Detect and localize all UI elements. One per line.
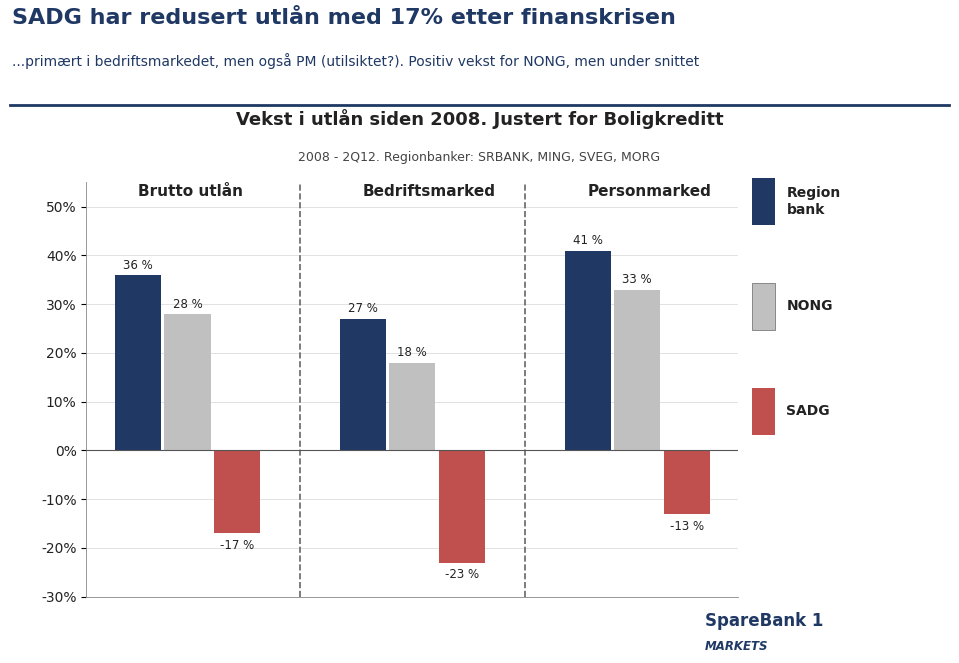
FancyBboxPatch shape	[752, 388, 775, 435]
Bar	[565, 251, 611, 450]
Text: Personmarked: Personmarked	[588, 184, 712, 200]
Text: -13 %: -13 %	[669, 520, 704, 532]
Text: 4: 4	[17, 627, 27, 641]
Text: 28 %: 28 %	[173, 298, 202, 310]
Text: Vekst i utlån siden 2008. Justert for Boligkreditt: Vekst i utlån siden 2008. Justert for Bo…	[236, 109, 723, 129]
Text: Region
bank: Region bank	[786, 186, 841, 217]
Text: MARKETS: MARKETS	[705, 640, 768, 653]
Text: ...primært i bedriftsmarkedet, men også PM (utilsiktet?). Positiv vekst for NONG: ...primært i bedriftsmarkedet, men også …	[12, 54, 699, 70]
Bar	[214, 450, 260, 533]
Text: NONG: NONG	[786, 300, 832, 314]
Bar	[339, 319, 386, 450]
Text: Bedriftsmarked: Bedriftsmarked	[363, 184, 496, 200]
FancyBboxPatch shape	[752, 282, 775, 330]
Bar	[389, 363, 435, 450]
Bar	[439, 450, 485, 563]
Bar	[664, 450, 710, 514]
Bar	[165, 314, 211, 450]
Text: 2008 - 2Q12. Regionbanker: SRBANK, MING, SVEG, MORG: 2008 - 2Q12. Regionbanker: SRBANK, MING,…	[298, 151, 661, 164]
Text: 18.09.2012: 18.09.2012	[436, 627, 523, 641]
Text: -17 %: -17 %	[220, 539, 254, 552]
Bar	[614, 290, 660, 450]
Text: -23 %: -23 %	[445, 568, 479, 581]
Text: 18 %: 18 %	[397, 346, 428, 359]
Text: SADG: SADG	[786, 404, 830, 418]
Text: 41 %: 41 %	[573, 234, 602, 247]
Text: 33 %: 33 %	[622, 273, 652, 286]
Text: 27 %: 27 %	[348, 302, 378, 316]
Text: SADG har redusert utlån med 17% etter finanskrisen: SADG har redusert utlån med 17% etter fi…	[12, 8, 675, 29]
Text: Brutto utlån: Brutto utlån	[138, 184, 243, 200]
Text: SpareBank 1: SpareBank 1	[705, 612, 823, 630]
FancyBboxPatch shape	[752, 178, 775, 225]
Text: 36 %: 36 %	[123, 259, 152, 272]
Bar	[115, 275, 161, 450]
FancyBboxPatch shape	[690, 609, 949, 658]
